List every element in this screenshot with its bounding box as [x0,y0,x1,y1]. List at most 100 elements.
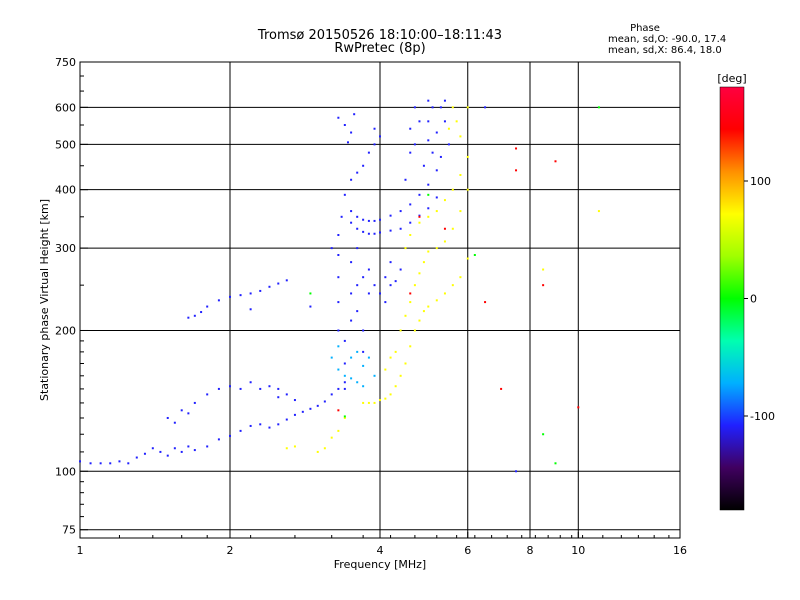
data-point [418,215,421,218]
data-point [362,401,365,404]
y-tick-label: 500 [55,138,76,151]
y-tick-label: 75 [62,524,76,537]
data-point [427,139,430,142]
colorbar [719,86,745,511]
data-point [293,399,296,402]
data-point [99,462,102,465]
data-point [455,120,458,123]
data-point [422,261,425,264]
chart-title: Tromsø 20150526 18:10:00–18:11:43 [257,28,502,43]
data-point [337,429,340,432]
data-point [350,377,353,380]
data-point [431,151,434,154]
data-point [409,345,412,348]
data-point [353,113,356,116]
data-point [367,268,370,271]
data-point [285,279,288,282]
data-point [435,247,438,250]
data-point [413,106,416,109]
data-point [409,127,412,130]
colorbar-ticks: 100 0 -100 [744,175,775,423]
data-point [418,221,421,224]
data-point [389,393,392,396]
colorbar-tick-label: -100 [750,410,775,423]
data-point [293,413,296,416]
data-point [542,284,545,287]
data-point [373,284,376,287]
data-point [362,164,365,167]
data-point [500,387,503,390]
data-point [459,135,462,138]
data-point [173,421,176,424]
data-point [399,210,402,213]
data-point [143,452,146,455]
x-tick-label: 2 [227,544,234,557]
data-point [466,155,469,158]
data-point [409,221,412,224]
data-point [466,188,469,191]
data-point [350,319,353,322]
data-point [356,171,359,174]
data-point [443,120,446,123]
data-point [373,374,376,377]
data-point [484,106,487,109]
data-point [343,381,346,384]
data-point [229,434,231,437]
x-tick-label: 1 [77,544,84,557]
data-point [427,207,430,210]
data-point [356,310,359,313]
data-point [316,404,319,407]
data-point [418,319,421,322]
data-point [367,219,370,222]
data-point [435,196,438,199]
data-point [340,215,343,218]
data-point [187,412,190,415]
data-point [379,135,381,138]
data-point [389,214,392,217]
chart-subtitle: RwPretec (8p) [334,41,425,56]
data-point [389,356,392,359]
data-point [301,410,304,413]
data-point [229,385,231,388]
data-point [542,433,545,436]
data-point [309,305,312,308]
x-tick-label: 10 [571,544,585,557]
data-point [431,106,434,109]
data-point [259,387,262,390]
data-point [362,230,365,233]
data-point [350,261,353,264]
data-point [239,429,242,432]
data-point [404,178,407,181]
data-point [373,127,376,130]
data-point [118,460,121,463]
data-point [443,292,446,295]
data-point [337,345,340,348]
data-point [451,227,454,230]
data-point [418,214,421,217]
data-point [542,268,545,271]
data-point [367,401,370,404]
data-point [389,284,392,287]
data-point [166,454,169,457]
data-point [367,232,370,235]
data-point [399,268,402,271]
data-point [285,418,288,421]
data-point [249,308,252,311]
data-point [343,374,346,377]
data-point [337,329,340,332]
data-point [362,350,365,353]
data-point [206,393,209,396]
data-point [418,120,421,123]
data-point [193,449,196,452]
data-point [200,311,203,314]
data-point [350,210,353,213]
data-point [409,203,412,206]
data-point [330,356,333,359]
data-point [435,169,438,172]
data-point [249,292,252,295]
data-point [466,106,469,109]
phase-heading: Phase [630,23,660,34]
colorbar-label: [deg] [717,72,746,85]
data-point [362,276,365,279]
data-point [451,188,454,191]
